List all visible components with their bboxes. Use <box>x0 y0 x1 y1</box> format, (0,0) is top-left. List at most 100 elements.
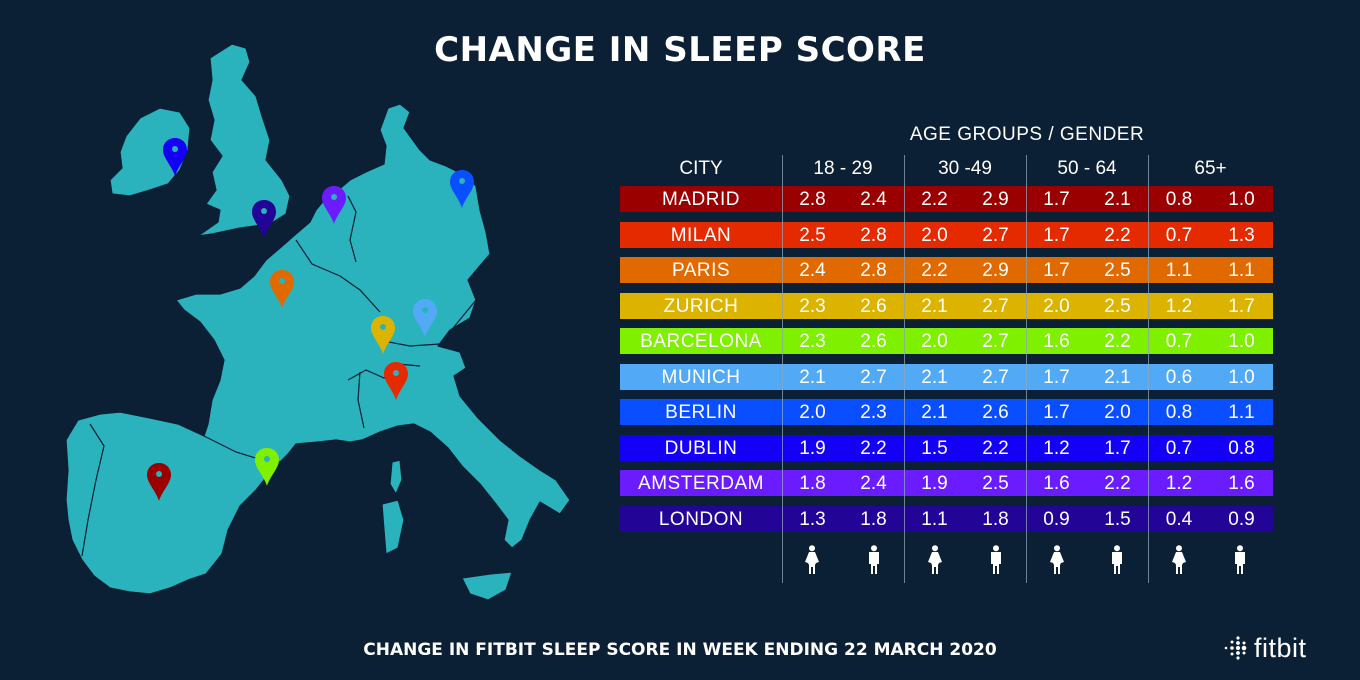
score-value: 1.9 <box>799 437 826 459</box>
score-value: 2.0 <box>1043 295 1070 317</box>
border-spain-portugal <box>81 423 105 557</box>
city-name: MILAN <box>670 224 732 246</box>
score-value: 1.0 <box>1228 331 1255 352</box>
score-value: 1.6 <box>1043 331 1070 352</box>
map-pin-milan <box>384 362 408 405</box>
score-value: 2.5 <box>1104 295 1131 317</box>
score-value: 0.7 <box>1165 331 1193 352</box>
score-value: 1.2 <box>1043 437 1070 459</box>
score-value: 1.1 <box>921 508 948 530</box>
table-row: MUNICH 2.1 2.7 2.1 2.7 1.7 2.1 0.6 1.0 <box>620 363 1273 390</box>
score-value: 1.1 <box>1228 402 1255 423</box>
score-value: 1.3 <box>1228 224 1255 246</box>
score-value: 1.3 <box>799 508 826 530</box>
score-value: 2.6 <box>860 331 887 352</box>
score-value: 2.6 <box>982 402 1009 423</box>
city-name: LONDON <box>658 508 744 530</box>
table-row: ZURICH 2.3 2.6 2.1 2.7 2.0 2.5 1.2 1.7 <box>620 292 1273 319</box>
score-value: 2.9 <box>982 189 1009 210</box>
map-pin-london <box>252 200 276 243</box>
score-value: 2.1 <box>1104 189 1131 210</box>
score-value: 0.6 <box>1165 366 1193 388</box>
score-value: 2.3 <box>799 331 826 352</box>
table-row: BERLIN 2.0 2.3 2.1 2.6 1.7 2.0 0.8 1.1 <box>620 399 1273 425</box>
female-icon <box>927 545 943 575</box>
score-value: 2.0 <box>921 224 948 246</box>
fitbit-wordmark: fitbit <box>1254 632 1307 663</box>
score-value: 2.2 <box>982 437 1009 459</box>
male-icon <box>1232 545 1248 575</box>
score-value: 2.1 <box>799 366 826 388</box>
score-value: 0.7 <box>1165 224 1193 246</box>
score-value: 1.2 <box>1165 295 1193 317</box>
score-value: 2.9 <box>982 260 1009 281</box>
fitbit-logo: fitbit <box>1222 633 1307 663</box>
column-divider <box>1026 155 1027 583</box>
score-value: 2.2 <box>1104 224 1131 246</box>
table-row: MILAN 2.5 2.8 2.0 2.7 1.7 2.2 0.7 1.3 <box>620 221 1273 248</box>
sicily-shape <box>461 571 513 601</box>
score-value: 1.7 <box>1043 189 1070 210</box>
score-value: 2.7 <box>860 366 887 388</box>
great-britain-shape <box>197 43 291 237</box>
score-value: 2.4 <box>799 260 826 281</box>
score-value: 1.2 <box>1165 473 1193 494</box>
score-value: 1.7 <box>1104 437 1131 459</box>
table-row: MADRID 2.8 2.4 2.2 2.9 1.7 2.1 0.8 1.0 <box>620 186 1273 212</box>
city-name: BERLIN <box>665 402 737 423</box>
age-group-18-29-header: 18 - 29 <box>813 158 873 179</box>
score-value: 2.8 <box>860 224 887 246</box>
city-name: MUNICH <box>661 366 741 388</box>
male-icon <box>988 545 1004 575</box>
city-name: DUBLIN <box>664 437 738 459</box>
score-value: 2.5 <box>1104 260 1131 281</box>
border-germany-austria <box>377 299 477 347</box>
score-value: 1.1 <box>1165 260 1193 281</box>
score-value: 2.8 <box>799 189 826 210</box>
score-value: 2.0 <box>921 331 948 352</box>
score-value: 2.7 <box>982 366 1009 388</box>
score-value: 2.7 <box>982 224 1009 246</box>
score-value: 1.6 <box>1228 473 1255 494</box>
table-row: DUBLIN 1.9 2.2 1.5 2.2 1.2 1.7 0.7 0.8 <box>620 434 1273 461</box>
score-value: 2.1 <box>921 295 948 317</box>
column-divider <box>904 155 905 583</box>
column-divider <box>1148 155 1149 583</box>
score-value: 1.8 <box>860 508 887 530</box>
score-value: 2.0 <box>1104 402 1131 423</box>
score-value: 2.2 <box>921 189 948 210</box>
score-value: 1.9 <box>921 473 948 494</box>
map-pin-dublin <box>163 138 187 181</box>
page-title: CHANGE IN SLEEP SCORE <box>434 30 926 70</box>
score-value: 2.5 <box>982 473 1009 494</box>
table-row: AMSTERDAM 1.8 2.4 1.9 2.5 1.6 2.2 1.2 1.6 <box>620 470 1273 496</box>
score-value: 1.1 <box>1228 260 1255 281</box>
corsica-shape <box>389 459 403 495</box>
score-value: 2.7 <box>982 295 1009 317</box>
score-value: 1.6 <box>1043 473 1070 494</box>
score-value: 1.5 <box>921 437 948 459</box>
score-value: 2.1 <box>921 366 948 388</box>
map-pin-paris <box>270 270 294 313</box>
city-name: PARIS <box>671 260 731 281</box>
city-name: ZURICH <box>663 295 739 317</box>
score-value: 0.9 <box>1228 508 1255 530</box>
border-benelux-germany <box>347 195 357 263</box>
city-name: MADRID <box>662 189 740 210</box>
age-group-65-plus-header: 65+ <box>1194 158 1227 179</box>
score-value: 2.4 <box>860 189 887 210</box>
score-value: 2.6 <box>860 295 887 317</box>
map-pin-amsterdam <box>322 186 346 229</box>
city-column-header: CITY <box>679 158 723 179</box>
score-value: 1.0 <box>1228 189 1255 210</box>
age-group-50-64-header: 50 - 64 <box>1057 158 1117 179</box>
fitbit-dots-icon <box>1224 636 1247 660</box>
map-pin-barcelona <box>255 448 279 491</box>
sardinia-shape <box>381 499 405 555</box>
score-value: 2.1 <box>921 402 948 423</box>
border-france-benelux <box>295 239 381 313</box>
footer-caption: CHANGE IN FITBIT SLEEP SCORE IN WEEK END… <box>363 640 997 660</box>
score-value: 1.8 <box>799 473 826 494</box>
score-value: 2.5 <box>799 224 826 246</box>
table-row: PARIS 2.4 2.8 2.2 2.9 1.7 2.5 1.1 1.1 <box>620 257 1273 283</box>
